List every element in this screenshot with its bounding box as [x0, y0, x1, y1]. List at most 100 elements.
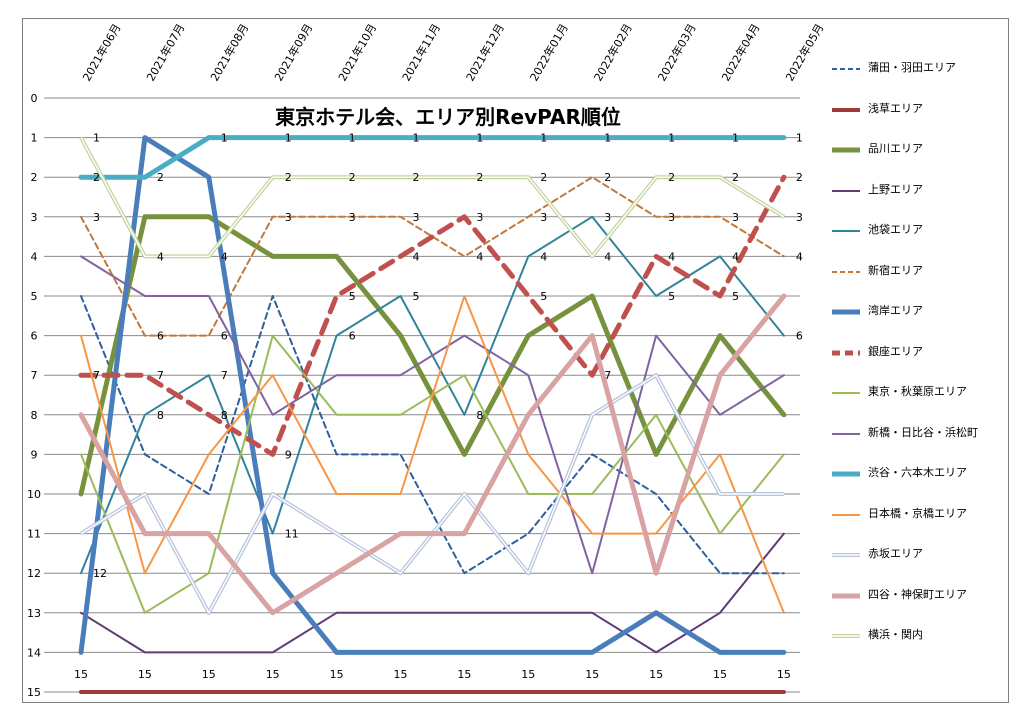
y-tick-label: 11 [27, 528, 41, 541]
y-tick-label: 15 [27, 686, 41, 699]
data-label: 3 [413, 211, 420, 224]
data-label: 4 [413, 250, 420, 263]
data-label: 15 [74, 668, 88, 681]
data-label: 5 [668, 290, 675, 303]
x-tick-label: 2021年08月 [207, 21, 251, 83]
data-label: 5 [413, 290, 420, 303]
legend-label: 新橋・日比谷・浜松町 [868, 425, 978, 439]
data-label: 6 [221, 330, 228, 343]
legend-label: 浅草エリア [868, 101, 923, 115]
data-label: 2 [540, 171, 547, 184]
data-label: 11 [285, 528, 299, 541]
data-label: 1 [221, 132, 228, 145]
series-line [80, 295, 785, 575]
data-label: 2 [668, 171, 675, 184]
grid-lines [44, 97, 800, 693]
data-label: 2 [796, 171, 803, 184]
data-label: 1 [93, 132, 100, 145]
series-line [80, 255, 785, 575]
legend-swatch [832, 471, 860, 477]
legend-item: 四谷・神保町エリア [830, 587, 1020, 607]
data-label: 2 [604, 171, 611, 184]
legend-item: 上野エリア [830, 182, 1020, 202]
legend-label: 四谷・神保町エリア [868, 587, 967, 601]
data-label: 1 [349, 132, 356, 145]
data-label: 5 [349, 290, 356, 303]
legend-item: 新橋・日比谷・浜松町 [830, 425, 1020, 445]
data-label: 2 [732, 171, 739, 184]
legend-swatch [832, 392, 860, 394]
data-label: 15 [585, 668, 599, 681]
legend-label: 新宿エリア [868, 263, 923, 277]
legend-swatch [832, 350, 860, 355]
data-label: 4 [796, 250, 803, 263]
x-tick-label: 2022年05月 [782, 21, 826, 83]
legend-label: 銀座エリア [868, 344, 923, 358]
x-axis-ticks: 2021年06月 2021年07月 2021年08月 2021年09月 2021年10月… [79, 21, 826, 83]
data-label: 1 [285, 132, 292, 145]
legend-item: 銀座エリア [830, 344, 1020, 364]
x-tick-label: 2022年03月 [655, 21, 699, 83]
x-tick-label: 2022年04月 [718, 21, 762, 83]
data-label: 1 [413, 132, 420, 145]
legend-label: 品川エリア [868, 142, 923, 155]
series-line [78, 135, 787, 180]
data-label: 3 [93, 211, 100, 224]
y-tick-label: 9 [31, 448, 38, 461]
x-tick-label: 2021年09月 [271, 21, 315, 83]
legend-label: 蒲田・羽田エリア [868, 61, 956, 74]
legend-swatch [832, 432, 860, 435]
series-line [80, 532, 785, 654]
x-tick-label: 2021年11月 [399, 21, 443, 83]
legend-item: 品川エリア [830, 141, 1020, 161]
legend-label: 渋谷・六本木エリア [868, 466, 967, 479]
legend-label: 赤坂エリア [868, 547, 923, 560]
data-label: 3 [540, 211, 547, 224]
legend-item: 横浜・関内 [830, 627, 1020, 647]
data-label: 7 [157, 369, 164, 382]
series-group [78, 135, 787, 694]
data-label: 15 [713, 668, 727, 681]
data-label: 15 [457, 668, 471, 681]
data-label: 1 [668, 132, 675, 145]
data-label: 4 [604, 250, 611, 263]
legend-swatch [832, 230, 860, 232]
legend-item: 池袋エリア [830, 222, 1020, 242]
legend-swatch [832, 147, 860, 153]
data-label: 3 [349, 211, 356, 224]
data-label: 6 [796, 330, 803, 343]
x-tick-label: 2021年06月 [79, 21, 123, 83]
data-label: 8 [157, 409, 164, 422]
legend-label: 東京・秋葉原エリア [868, 385, 967, 398]
x-tick-label: 2021年12月 [463, 21, 507, 83]
series-line [78, 174, 787, 457]
legend-swatch [832, 107, 860, 112]
series-line-inner [80, 137, 785, 258]
data-label: 7 [221, 369, 228, 382]
data-label: 3 [476, 211, 483, 224]
data-label: 15 [394, 668, 408, 681]
data-label: 4 [221, 250, 228, 263]
y-tick-label: 5 [31, 290, 38, 303]
data-label: 2 [476, 171, 483, 184]
data-label: 5 [540, 290, 547, 303]
legend-swatch [832, 270, 860, 273]
data-label: 3 [732, 211, 739, 224]
data-label: 15 [521, 668, 535, 681]
data-label: 5 [732, 290, 739, 303]
x-tick-label: 2021年07月 [143, 21, 187, 83]
data-label: 7 [93, 369, 100, 382]
legend-swatch [832, 309, 860, 315]
legend-swatch [832, 593, 860, 598]
legend-item: 東京・秋葉原エリア [830, 384, 1020, 404]
data-label: 1 [476, 132, 483, 145]
data-label: 6 [157, 330, 164, 343]
legend-label: 上野エリア [868, 182, 923, 196]
data-label: 2 [93, 171, 100, 184]
data-label: 4 [668, 250, 675, 263]
x-tick-label: 2022年02月 [591, 21, 635, 83]
data-label: 2 [157, 171, 164, 184]
y-tick-label: 6 [31, 330, 38, 343]
